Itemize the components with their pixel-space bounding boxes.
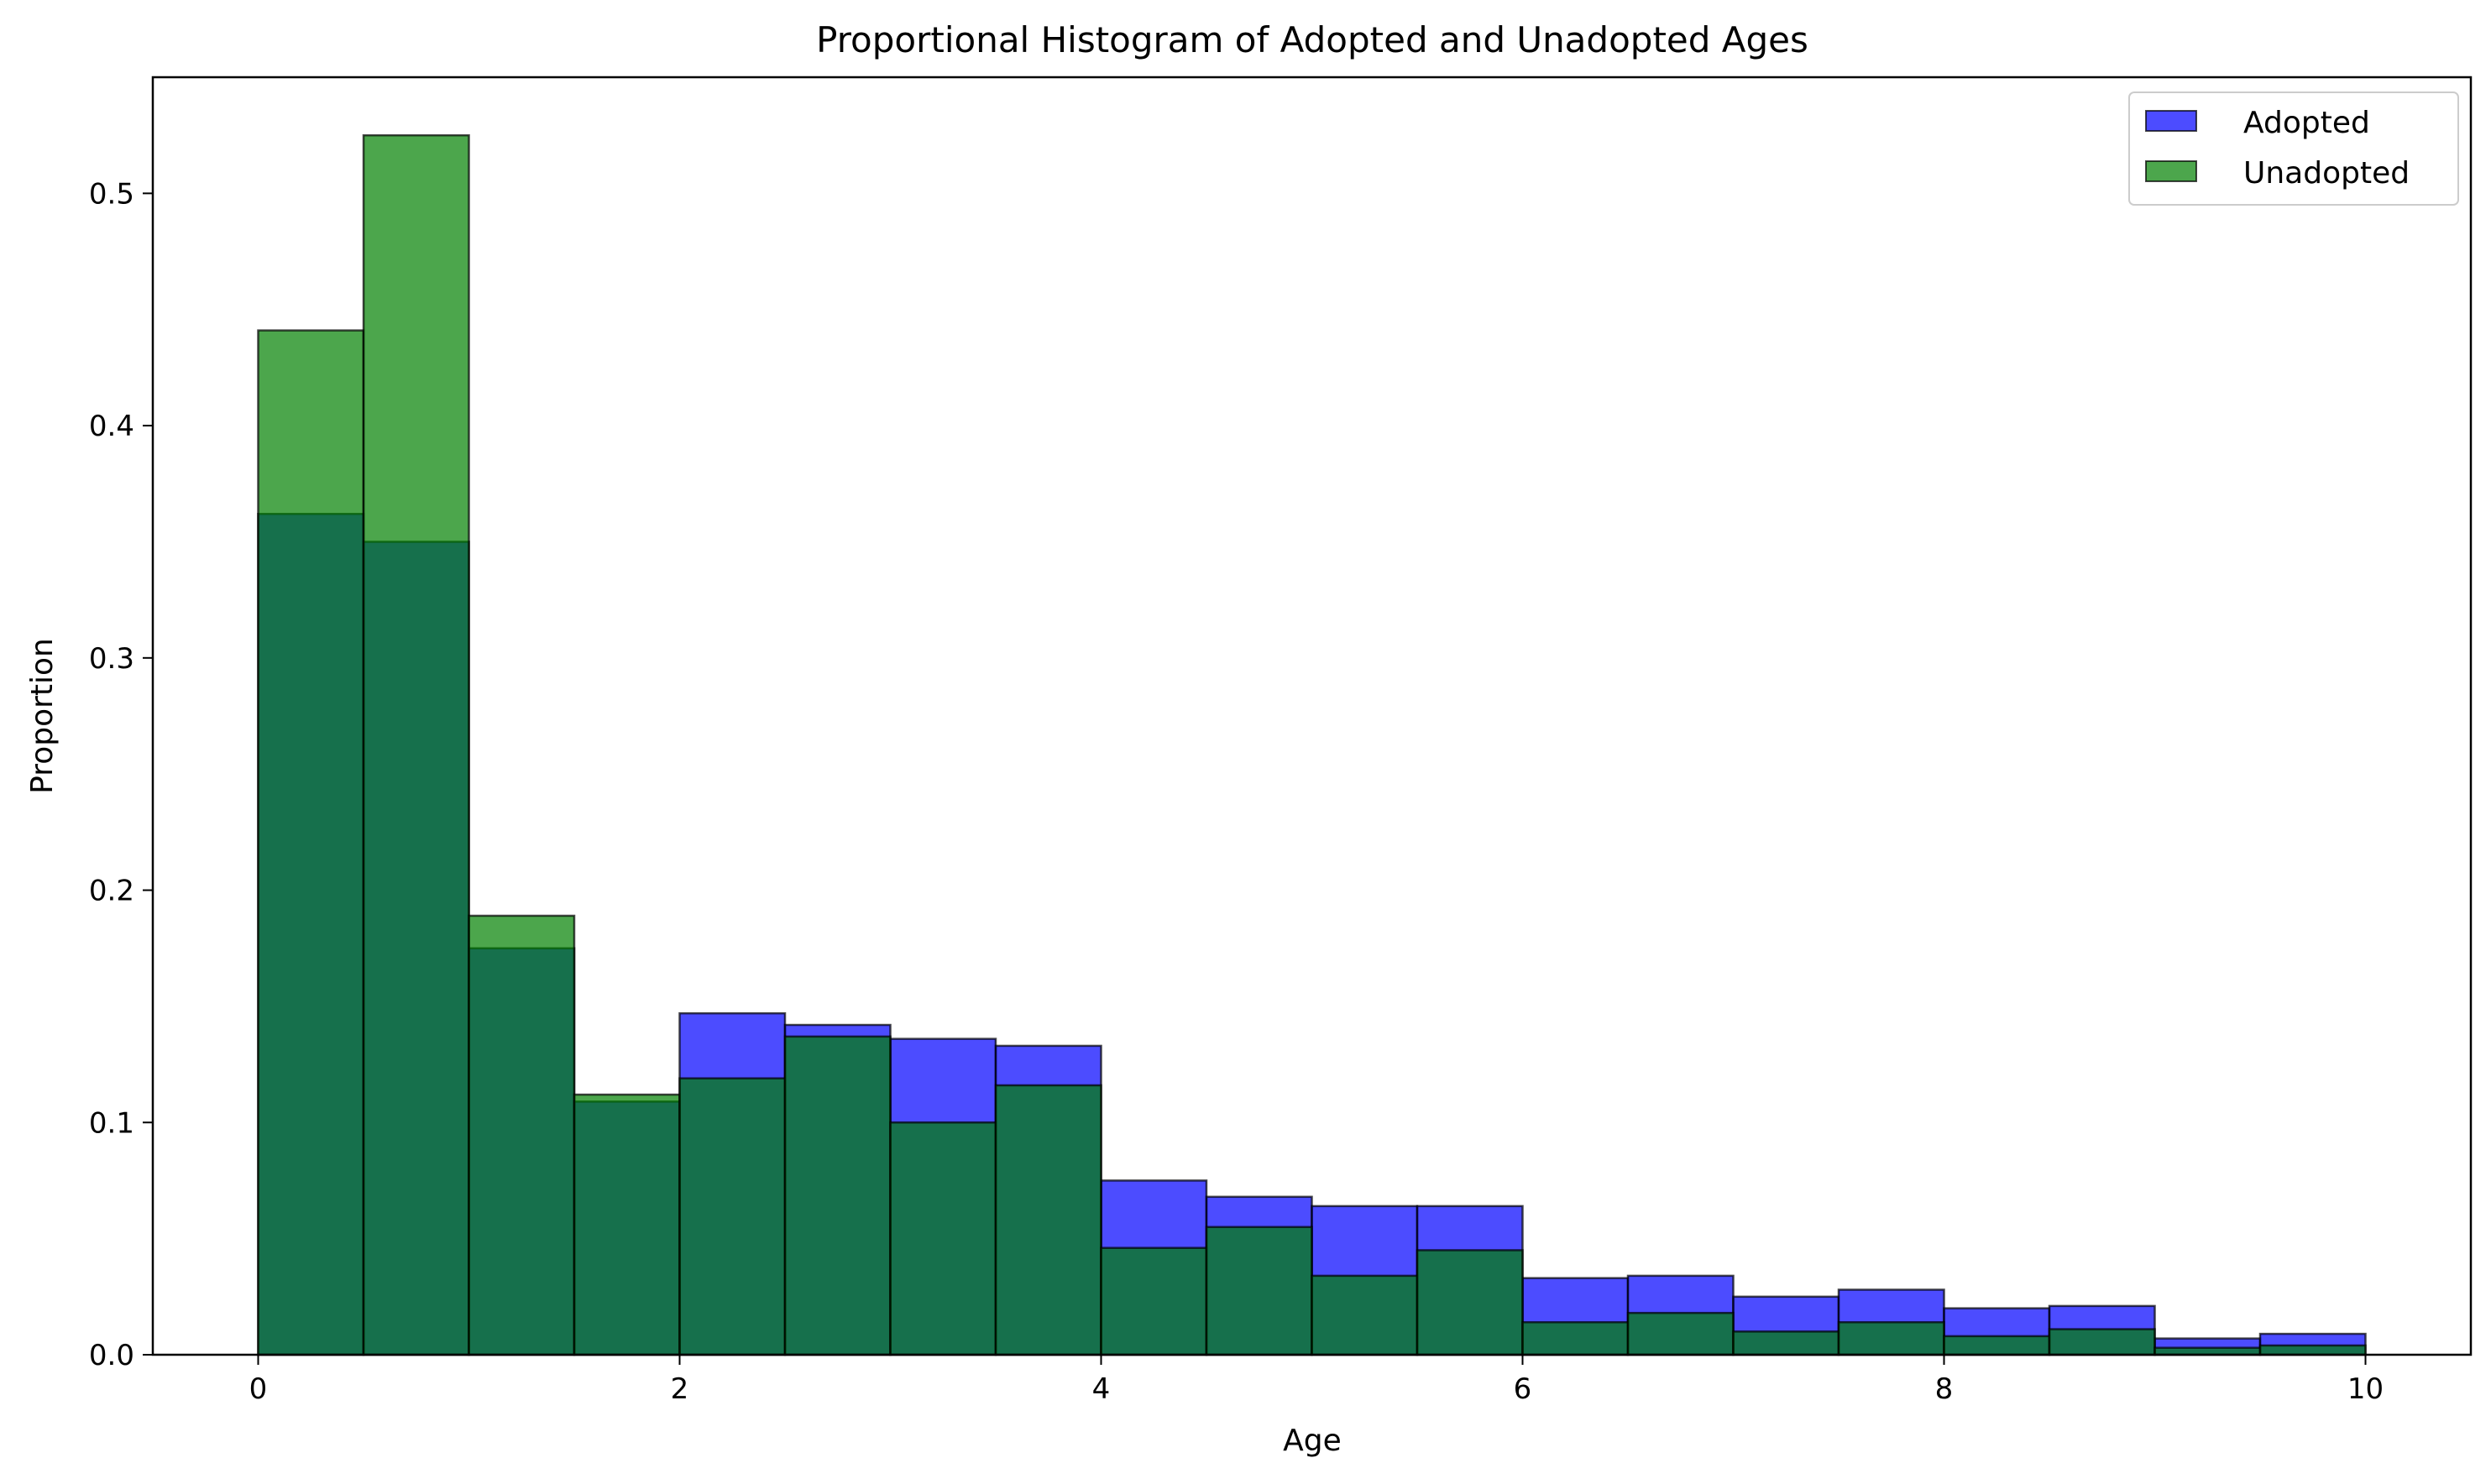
bar-unadopted-17 xyxy=(2048,1328,2156,1356)
bar-unadopted-15 xyxy=(1837,1321,1945,1356)
y-axis-label: Proportion xyxy=(25,638,60,794)
bar-unadopted-2 xyxy=(468,914,576,1356)
bar-unadopted-4 xyxy=(678,1077,787,1356)
y-tick-label-2: 0.2 xyxy=(89,875,134,908)
plot-frame xyxy=(151,76,2473,1356)
y-tick-label-4: 0.4 xyxy=(89,410,134,443)
y-tick-label-3: 0.3 xyxy=(89,642,134,676)
x-tick-label-0: 0 xyxy=(249,1372,268,1406)
bar-unadopted-13 xyxy=(1626,1311,1735,1356)
x-axis-label: Age xyxy=(1283,1424,1342,1458)
bar-unadopted-19 xyxy=(2258,1344,2367,1356)
legend: Adopted Unadopted xyxy=(2128,91,2459,206)
y-axis: 0.0 0.1 0.2 0.3 0.4 0.5 xyxy=(89,177,153,1372)
y-tick-label-1: 0.1 xyxy=(89,1106,134,1140)
bar-unadopted-0 xyxy=(257,329,365,1356)
legend-label-unadopted: Unadopted xyxy=(2243,156,2410,191)
x-tick-label-5: 10 xyxy=(2347,1372,2384,1406)
x-tick-label-3: 6 xyxy=(1514,1372,1532,1406)
legend-swatch-unadopted xyxy=(2145,160,2197,182)
x-axis: 0 2 4 6 8 10 xyxy=(249,1355,2384,1406)
bar-unadopted-14 xyxy=(1732,1330,1840,1356)
legend-frame xyxy=(2128,91,2459,206)
legend-swatch-adopted xyxy=(2145,110,2197,132)
x-tick-label-1: 2 xyxy=(671,1372,689,1406)
x-tick-label-4: 8 xyxy=(1935,1372,1954,1406)
bar-unadopted-11 xyxy=(1416,1249,1524,1356)
bar-unadopted-5 xyxy=(783,1035,892,1356)
bar-unadopted-6 xyxy=(889,1121,997,1356)
bar-unadopted-9 xyxy=(1205,1225,1313,1356)
bar-unadopted-3 xyxy=(573,1093,681,1356)
bar-unadopted-10 xyxy=(1311,1274,1419,1356)
bars-layer xyxy=(257,133,2367,1356)
x-tick-label-2: 4 xyxy=(1092,1372,1111,1406)
legend-label-adopted: Adopted xyxy=(2243,106,2370,140)
bar-unadopted-12 xyxy=(1521,1321,1630,1356)
y-tick-label-0: 0.0 xyxy=(89,1339,134,1372)
bar-unadopted-16 xyxy=(1943,1335,2051,1356)
chart-title: Proportional Histogram of Adopted and Un… xyxy=(816,19,1808,60)
bar-unadopted-7 xyxy=(994,1084,1102,1356)
bar-unadopted-1 xyxy=(362,133,470,1356)
y-tick-label-5: 0.5 xyxy=(89,177,134,211)
bar-unadopted-8 xyxy=(1100,1246,1208,1356)
